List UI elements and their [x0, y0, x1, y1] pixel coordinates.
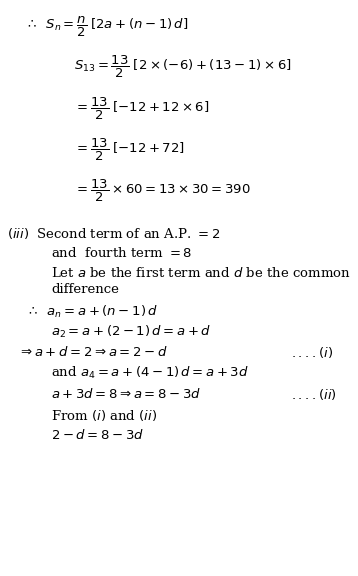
- Text: $\therefore\;\; S_n = \dfrac{n}{2}\; [2a + (n-1)\,d]$: $\therefore\;\; S_n = \dfrac{n}{2}\; [2a…: [25, 15, 188, 39]
- Text: $= \dfrac{13}{2}\; [-12 + 12 \times 6]$: $= \dfrac{13}{2}\; [-12 + 12 \times 6]$: [74, 96, 209, 122]
- Text: From $(i)$ and $(ii)$: From $(i)$ and $(ii)$: [51, 407, 157, 423]
- Text: $a + 3d = 8 \Rightarrow a = 8 - 3d$: $a + 3d = 8 \Rightarrow a = 8 - 3d$: [51, 387, 201, 401]
- Text: $\therefore\;\; a_n = a + (n-1)\,d$: $\therefore\;\; a_n = a + (n-1)\,d$: [26, 304, 158, 320]
- Text: $a_2 = a + (2-1)\,d = a + d$: $a_2 = a + (2-1)\,d = a + d$: [51, 323, 211, 339]
- Text: $(iii)\;$ Second term of an A.P. $= 2$: $(iii)\;$ Second term of an A.P. $= 2$: [7, 226, 220, 241]
- Text: $= \dfrac{13}{2}\; [-12 + 72]$: $= \dfrac{13}{2}\; [-12 + 72]$: [74, 137, 184, 163]
- Text: difference: difference: [51, 283, 119, 296]
- Text: and  fourth term $= 8$: and fourth term $= 8$: [51, 246, 192, 260]
- Text: $= \dfrac{13}{2} \times 60 = 13 \times 30 = 390$: $= \dfrac{13}{2} \times 60 = 13 \times 3…: [74, 178, 251, 204]
- Text: $....({i})$: $....({i})$: [291, 345, 333, 360]
- Text: $....({ii})$: $....({ii})$: [291, 386, 337, 401]
- Text: $S_{13} = \dfrac{13}{2}\; [2 \times (-6) + (13-1) \times 6]$: $S_{13} = \dfrac{13}{2}\; [2 \times (-6)…: [74, 54, 291, 80]
- Text: Let $a$ be the first term and $d$ be the common: Let $a$ be the first term and $d$ be the…: [51, 266, 351, 280]
- Text: $2 - d = 8 - 3d$: $2 - d = 8 - 3d$: [51, 428, 144, 442]
- Text: $\Rightarrow a + d = 2 \Rightarrow a = 2 - d$: $\Rightarrow a + d = 2 \Rightarrow a = 2…: [18, 346, 167, 359]
- Text: and $a_4 = a + (4-1)\,d = a + 3d$: and $a_4 = a + (4-1)\,d = a + 3d$: [51, 365, 249, 381]
